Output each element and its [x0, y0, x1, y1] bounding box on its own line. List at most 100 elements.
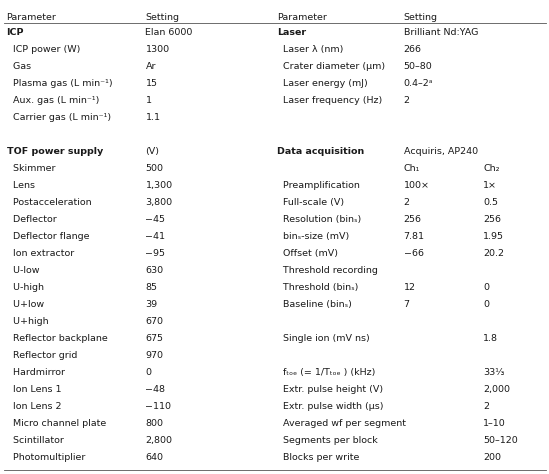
Text: Ion extractor: Ion extractor — [7, 249, 74, 258]
Text: Threshold recording: Threshold recording — [277, 266, 378, 275]
Text: 7.81: 7.81 — [404, 232, 424, 241]
Text: Resolution (binₛ): Resolution (binₛ) — [277, 215, 361, 224]
Text: 0.4–2ᵃ: 0.4–2ᵃ — [404, 79, 433, 88]
Text: −95: −95 — [145, 249, 165, 258]
Text: Brilliant Nd:YAG: Brilliant Nd:YAG — [404, 28, 478, 37]
Text: 85: 85 — [145, 283, 158, 292]
Text: U-low: U-low — [7, 266, 39, 275]
Text: 640: 640 — [145, 453, 164, 462]
Text: Ar: Ar — [145, 63, 156, 72]
Text: 630: 630 — [145, 266, 164, 275]
Text: Parameter: Parameter — [277, 13, 327, 22]
Text: 2: 2 — [483, 402, 489, 411]
Text: Laser frequency (Hz): Laser frequency (Hz) — [277, 96, 383, 105]
Text: Scintillator: Scintillator — [7, 436, 64, 445]
Text: 1.8: 1.8 — [483, 334, 498, 343]
Text: Ion Lens 1: Ion Lens 1 — [7, 385, 61, 394]
Text: 7: 7 — [404, 300, 410, 309]
Text: U-high: U-high — [7, 283, 43, 292]
Text: 970: 970 — [145, 351, 164, 360]
Text: Offset (mV): Offset (mV) — [277, 249, 338, 258]
Text: ICP: ICP — [7, 28, 24, 37]
Text: Ion Lens 2: Ion Lens 2 — [7, 402, 61, 411]
Text: 670: 670 — [145, 317, 164, 326]
Text: 2: 2 — [404, 96, 410, 105]
Text: 1,300: 1,300 — [145, 181, 172, 190]
Text: 1300: 1300 — [145, 46, 170, 55]
Text: Setting: Setting — [404, 13, 438, 22]
Text: (V): (V) — [145, 147, 160, 156]
Text: Reflector backplane: Reflector backplane — [7, 334, 108, 343]
Text: Aux. gas (L min⁻¹): Aux. gas (L min⁻¹) — [7, 96, 99, 105]
Text: 0: 0 — [483, 300, 489, 309]
Text: binₛ-size (mV): binₛ-size (mV) — [277, 232, 350, 241]
Text: Ch₂: Ch₂ — [483, 164, 500, 173]
Text: 1.1: 1.1 — [145, 113, 160, 122]
Text: TOF power supply: TOF power supply — [7, 147, 103, 156]
Text: 100×: 100× — [404, 181, 429, 190]
Text: 266: 266 — [404, 46, 422, 55]
Text: Deflector: Deflector — [7, 215, 57, 224]
Text: Data acquisition: Data acquisition — [277, 147, 365, 156]
Text: Photomultiplier: Photomultiplier — [7, 453, 85, 462]
Text: Gas: Gas — [7, 63, 31, 72]
Text: 1: 1 — [145, 96, 152, 105]
Text: 50–80: 50–80 — [404, 63, 432, 72]
Text: 50–120: 50–120 — [483, 436, 518, 445]
Text: Baseline (binₛ): Baseline (binₛ) — [277, 300, 352, 309]
Text: Skimmer: Skimmer — [7, 164, 55, 173]
Text: 200: 200 — [483, 453, 501, 462]
Text: −110: −110 — [145, 402, 171, 411]
Text: ICP power (W): ICP power (W) — [7, 46, 80, 55]
Text: 3,800: 3,800 — [145, 198, 172, 207]
Text: 20.2: 20.2 — [483, 249, 504, 258]
Text: 1–10: 1–10 — [483, 419, 506, 428]
Text: 12: 12 — [404, 283, 416, 292]
Text: 1.95: 1.95 — [483, 232, 504, 241]
Text: Hardmirror: Hardmirror — [7, 368, 65, 377]
Text: 15: 15 — [145, 79, 158, 88]
Text: Laser: Laser — [277, 28, 306, 37]
Text: Lens: Lens — [7, 181, 35, 190]
Text: 0.5: 0.5 — [483, 198, 498, 207]
Text: Carrier gas (L min⁻¹): Carrier gas (L min⁻¹) — [7, 113, 111, 122]
Text: 800: 800 — [145, 419, 164, 428]
Text: Reflector grid: Reflector grid — [7, 351, 77, 360]
Text: Deflector flange: Deflector flange — [7, 232, 89, 241]
Text: Preamplification: Preamplification — [277, 181, 360, 190]
Text: 256: 256 — [483, 215, 501, 224]
Text: Postacceleration: Postacceleration — [7, 198, 91, 207]
Text: Crater diameter (μm): Crater diameter (μm) — [277, 63, 385, 72]
Text: 2,800: 2,800 — [145, 436, 172, 445]
Text: 2,000: 2,000 — [483, 385, 510, 394]
Text: −41: −41 — [145, 232, 165, 241]
Text: 33⅓: 33⅓ — [483, 368, 505, 377]
Text: Laser λ (nm): Laser λ (nm) — [277, 46, 344, 55]
Text: U+high: U+high — [7, 317, 48, 326]
Text: 0: 0 — [145, 368, 152, 377]
Text: Micro channel plate: Micro channel plate — [7, 419, 106, 428]
Text: 675: 675 — [145, 334, 164, 343]
Text: Threshold (binₛ): Threshold (binₛ) — [277, 283, 358, 292]
Text: Extr. pulse width (μs): Extr. pulse width (μs) — [277, 402, 384, 411]
Text: 1×: 1× — [483, 181, 497, 190]
Text: Parameter: Parameter — [7, 13, 57, 22]
Text: Segments per block: Segments per block — [277, 436, 378, 445]
Text: 500: 500 — [145, 164, 164, 173]
Text: 0: 0 — [483, 283, 489, 292]
Text: −48: −48 — [145, 385, 165, 394]
Text: −45: −45 — [145, 215, 165, 224]
Text: −66: −66 — [404, 249, 423, 258]
Text: Plasma gas (L min⁻¹): Plasma gas (L min⁻¹) — [7, 79, 112, 88]
Text: U+low: U+low — [7, 300, 44, 309]
Text: 256: 256 — [404, 215, 422, 224]
Text: Single ion (mV ns): Single ion (mV ns) — [277, 334, 370, 343]
Text: 2: 2 — [404, 198, 410, 207]
Text: Setting: Setting — [145, 13, 180, 22]
Text: Ch₁: Ch₁ — [404, 164, 420, 173]
Text: Averaged wf per segment: Averaged wf per segment — [277, 419, 406, 428]
Text: 39: 39 — [145, 300, 158, 309]
Text: Acquiris, AP240: Acquiris, AP240 — [404, 147, 478, 156]
Text: Extr. pulse height (V): Extr. pulse height (V) — [277, 385, 383, 394]
Text: Laser energy (mJ): Laser energy (mJ) — [277, 79, 368, 88]
